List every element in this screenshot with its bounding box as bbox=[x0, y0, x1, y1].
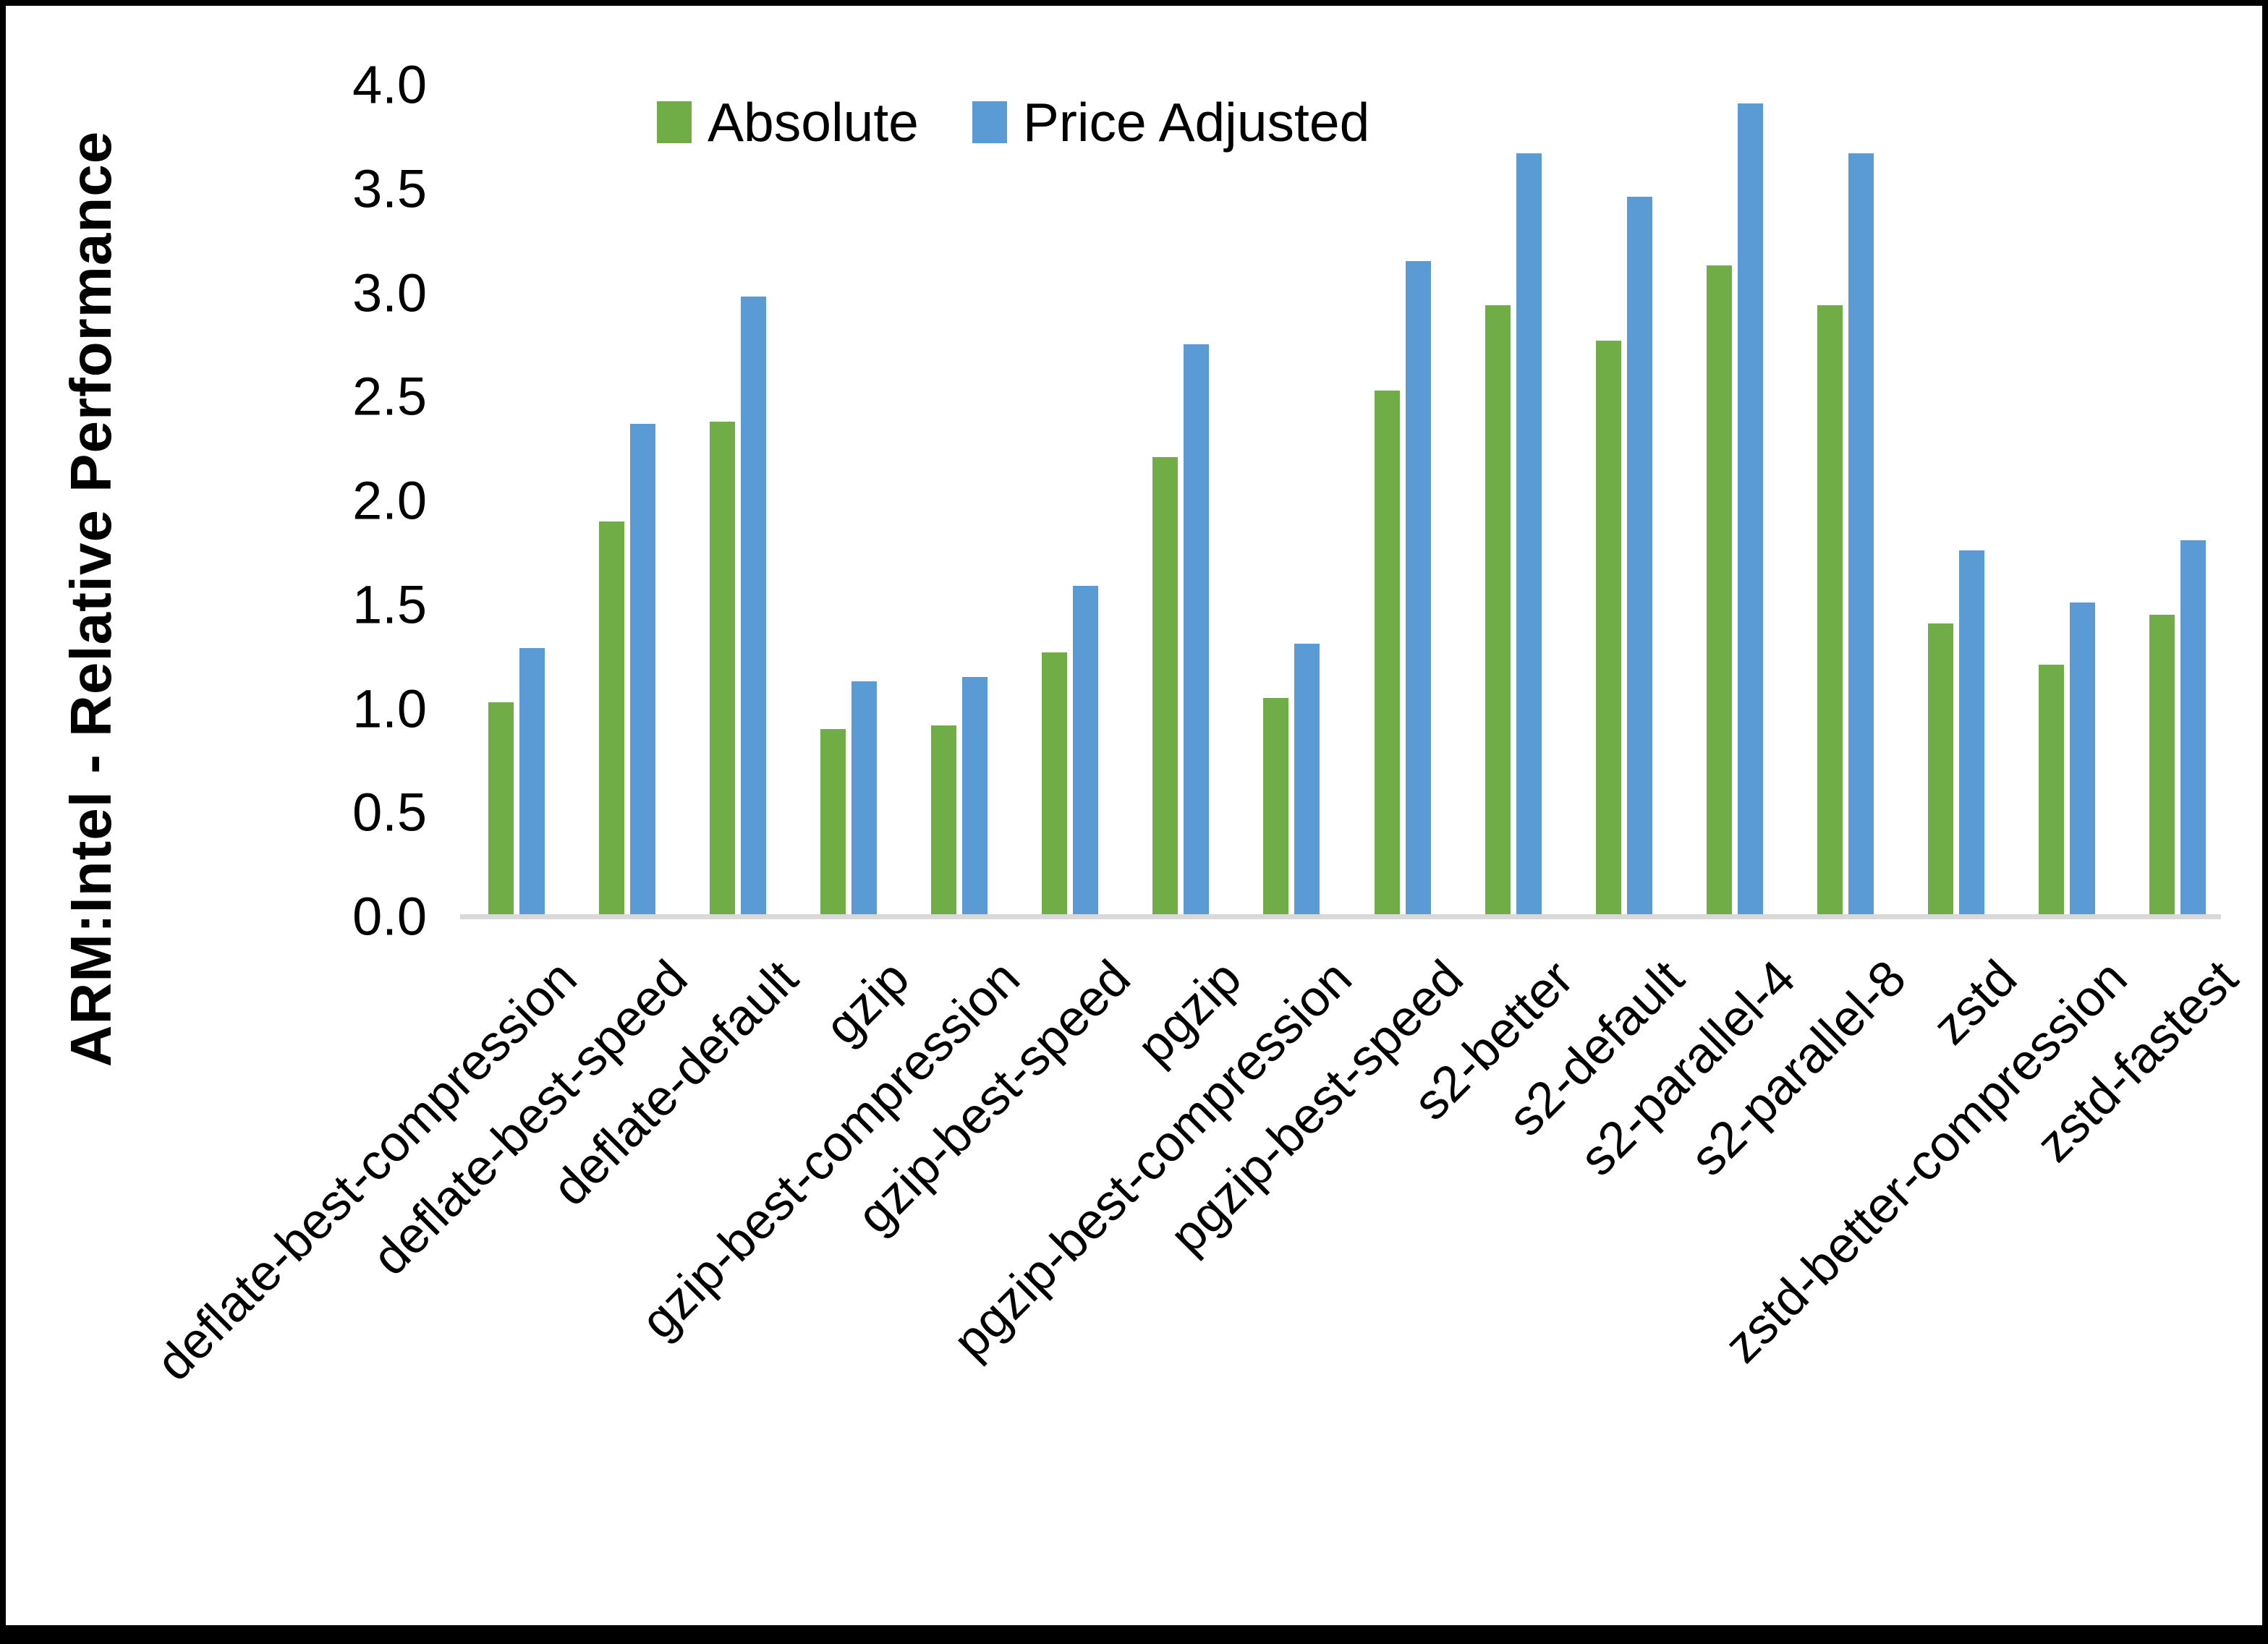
bar-absolute bbox=[1927, 623, 1953, 916]
y-axis-title: ARM:Intel - Relative Performance bbox=[59, 130, 123, 1068]
y-tick-label: 0.5 bbox=[352, 782, 427, 843]
bar-price-adjusted bbox=[1848, 153, 1874, 916]
y-tick-label: 1.5 bbox=[352, 574, 427, 635]
legend-swatch-icon bbox=[657, 101, 692, 143]
legend-item-price-adjusted: Price Adjusted bbox=[972, 91, 1369, 153]
bar-price-adjusted bbox=[1405, 261, 1431, 916]
bar-price-adjusted bbox=[1626, 197, 1652, 916]
bar-price-adjusted bbox=[1958, 550, 1984, 916]
bar-absolute bbox=[2038, 665, 2064, 916]
bar-absolute bbox=[1595, 340, 1621, 916]
y-tick-label: 0.0 bbox=[352, 886, 427, 947]
y-tick-label: 2.0 bbox=[352, 470, 427, 531]
bar-absolute bbox=[2149, 615, 2175, 916]
y-tick-label: 3.0 bbox=[352, 263, 427, 323]
bar-absolute bbox=[1706, 265, 1732, 916]
bar-absolute bbox=[1152, 456, 1178, 916]
bar-absolute bbox=[1817, 304, 1843, 916]
bar-price-adjusted bbox=[1737, 103, 1763, 916]
legend-item-absolute: Absolute bbox=[657, 91, 919, 153]
legend: Absolute Price Adjusted bbox=[657, 91, 1369, 153]
bar-absolute bbox=[931, 725, 957, 916]
x-axis-line bbox=[460, 914, 2221, 919]
bar-absolute bbox=[599, 521, 625, 916]
x-category-label: deflate-best-compression bbox=[145, 949, 587, 1392]
bar-price-adjusted bbox=[2069, 602, 2095, 916]
bar-price-adjusted bbox=[1516, 153, 1542, 916]
y-tick-label: 1.0 bbox=[352, 678, 427, 738]
bar-price-adjusted bbox=[851, 681, 878, 916]
bar-absolute bbox=[1263, 698, 1289, 916]
y-tick-label: 2.5 bbox=[352, 366, 427, 427]
bar-price-adjusted bbox=[519, 648, 545, 916]
legend-label: Price Adjusted bbox=[1022, 92, 1370, 153]
bar-price-adjusted bbox=[962, 677, 988, 916]
bar-absolute bbox=[488, 702, 514, 916]
legend-swatch-icon bbox=[972, 101, 1007, 143]
chart-figure: ARM:Intel - Relative Performance 0.0 0.5 1… bbox=[6, 6, 2262, 1625]
bar-absolute bbox=[1374, 390, 1400, 916]
bar-absolute bbox=[820, 729, 846, 916]
bar-absolute bbox=[710, 421, 736, 916]
bar-absolute bbox=[1042, 652, 1068, 916]
bar-absolute bbox=[1485, 304, 1511, 916]
y-tick-label: 3.5 bbox=[352, 158, 427, 219]
y-tick-label: 4.0 bbox=[352, 54, 427, 115]
bar-price-adjusted bbox=[1184, 344, 1210, 916]
bar-price-adjusted bbox=[2180, 540, 2207, 916]
bar-price-adjusted bbox=[741, 297, 767, 916]
legend-label: Absolute bbox=[708, 92, 919, 153]
bar-price-adjusted bbox=[630, 423, 656, 916]
bar-price-adjusted bbox=[1073, 585, 1099, 916]
bar-price-adjusted bbox=[1294, 644, 1320, 916]
